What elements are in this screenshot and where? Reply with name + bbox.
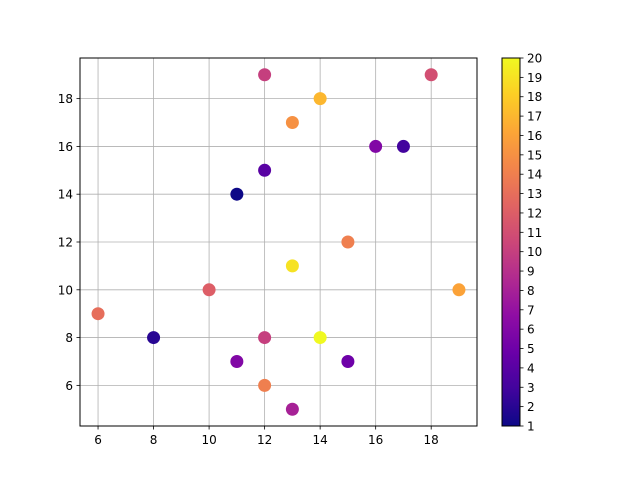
scatter-point <box>369 139 383 153</box>
colorbar-tick-label: 8 <box>527 284 535 298</box>
x-tick-label: 8 <box>150 433 158 447</box>
colorbar-tick-label: 16 <box>527 129 542 143</box>
scatter-point <box>341 354 355 368</box>
scatter-point <box>285 402 299 416</box>
colorbar-tick-label: 20 <box>527 52 542 66</box>
colorbar-tick-label: 11 <box>527 226 542 240</box>
colorbar-tick-label: 18 <box>527 90 542 104</box>
y-tick-label: 10 <box>58 283 73 297</box>
scatter-point <box>313 331 327 345</box>
colorbar <box>501 57 521 427</box>
colorbar-tick-label: 5 <box>527 342 535 356</box>
colorbar-tick-label: 1 <box>527 420 535 434</box>
x-tick-label: 12 <box>257 433 272 447</box>
x-axis: 6 8 10 12 14 16 18 <box>94 426 439 447</box>
y-axis: 6 8 10 12 14 16 18 <box>58 92 80 393</box>
scatter-point <box>147 331 161 345</box>
scatter-point <box>285 259 299 273</box>
scatter-point <box>230 354 244 368</box>
scatter-point <box>258 378 272 392</box>
colorbar-tick-label: 6 <box>527 323 535 337</box>
y-tick-label: 14 <box>58 188 73 202</box>
data-points <box>91 68 466 416</box>
colorbar-tick-label: 14 <box>527 168 542 182</box>
scatter-point <box>285 116 299 130</box>
scatter-point <box>258 68 272 82</box>
scatter-point <box>424 68 438 82</box>
x-tick-label: 6 <box>94 433 102 447</box>
scatter-point <box>341 235 355 249</box>
scatter-point <box>91 307 105 321</box>
scatter-point <box>202 283 216 297</box>
colorbar-tick-label: 10 <box>527 245 542 259</box>
scatter-point <box>230 187 244 201</box>
y-tick-label: 18 <box>58 92 73 106</box>
x-tick-label: 18 <box>424 433 439 447</box>
grid <box>80 58 477 426</box>
scatter-point <box>258 331 272 345</box>
colorbar-tick-label: 3 <box>527 381 535 395</box>
scatter-point <box>396 139 410 153</box>
colorbar-tick-label: 4 <box>527 361 535 375</box>
colorbar-tick-label: 19 <box>527 71 542 85</box>
x-tick-label: 14 <box>313 433 328 447</box>
colorbar-tick-label: 15 <box>527 148 542 162</box>
x-tick-label: 16 <box>368 433 383 447</box>
colorbar-tick-label: 17 <box>527 110 542 124</box>
y-tick-label: 6 <box>65 379 73 393</box>
x-tick-label: 10 <box>201 433 216 447</box>
scatter-point <box>313 92 327 106</box>
y-tick-label: 16 <box>58 140 73 154</box>
y-tick-label: 8 <box>65 331 73 345</box>
y-tick-label: 12 <box>58 236 73 250</box>
colorbar-tick-label: 13 <box>527 187 542 201</box>
colorbar-tick-label: 7 <box>527 303 535 317</box>
colorbar-tick-label: 9 <box>527 265 535 279</box>
scatter-point <box>258 163 272 177</box>
scatter-point <box>452 283 466 297</box>
colorbar-tick-label: 12 <box>527 206 542 220</box>
colorbar-tick-label: 2 <box>527 400 535 414</box>
